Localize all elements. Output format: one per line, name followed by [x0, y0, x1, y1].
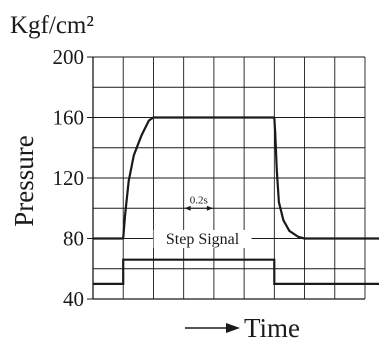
time-arrow-head-icon	[226, 323, 240, 333]
annotation-layer: Step Signal 0.2s	[153, 192, 252, 249]
step-signal-line	[92, 258, 379, 286]
interval-annotation-label: 0.2s	[190, 194, 208, 206]
step-signal-label: Step Signal	[166, 231, 240, 248]
unit-label: Kgf/cm²	[10, 12, 94, 39]
series-layer	[92, 116, 379, 286]
step-signal-label-bg	[153, 230, 252, 249]
y-tick-label-160: 160	[53, 106, 85, 130]
pressure-series-line	[93, 116, 379, 240]
y-tick-label-40: 40	[63, 287, 84, 311]
y-tick-label-80: 80	[63, 227, 84, 251]
annotation-bg-0	[185, 192, 212, 207]
y-axis-title: Pressure	[9, 135, 39, 226]
dimension-arrow-left-icon	[184, 205, 191, 211]
x-axis-title: Time	[244, 313, 300, 343]
label-layer: 40 80 120 160 200 Kgf/cm² Pressure Time	[9, 12, 300, 343]
y-tick-label-120: 120	[53, 166, 85, 190]
dimension-arrow-right-icon	[206, 205, 213, 211]
y-tick-label-200: 200	[53, 45, 85, 69]
